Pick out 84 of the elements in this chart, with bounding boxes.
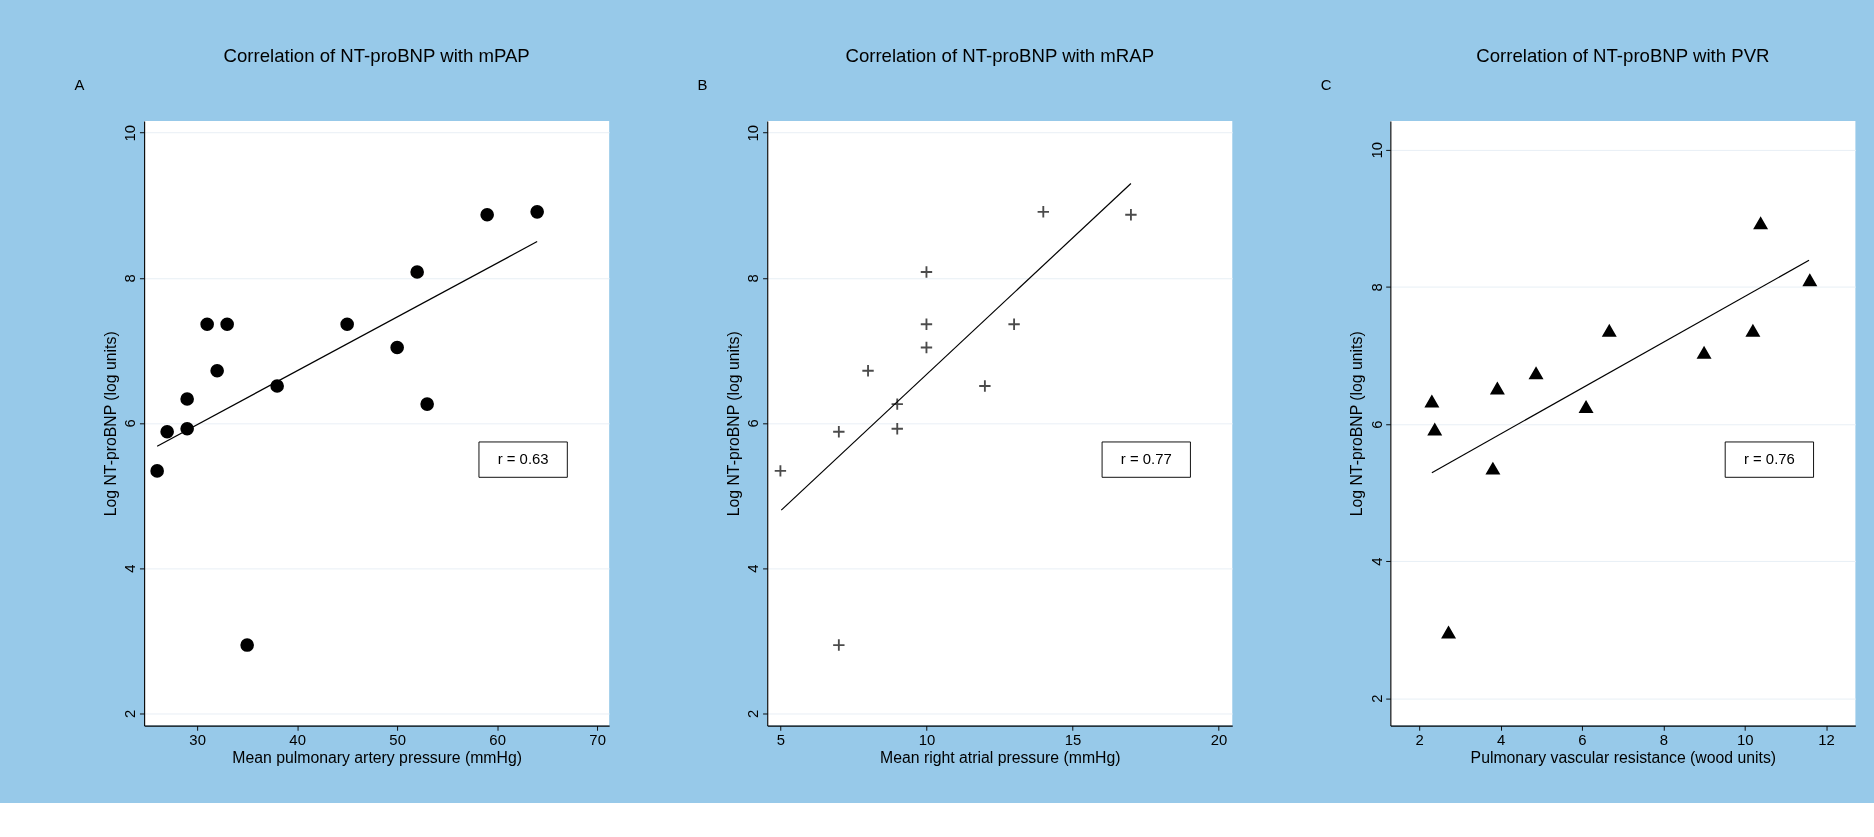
point	[1486, 462, 1500, 475]
text: B	[697, 77, 708, 94]
chart-title: Correlation of NT-proBNP with mRAP	[845, 44, 1155, 66]
x-tick-label: 4	[1496, 731, 1506, 748]
text: C	[1320, 77, 1332, 94]
x-tick-label: 2	[1415, 731, 1424, 748]
y-tick-label: 2	[1368, 694, 1385, 703]
x-axis-title: Mean pulmonary artery pressure (mmHg)	[232, 749, 522, 767]
y-tick-label: 8	[122, 274, 139, 283]
point	[832, 425, 846, 439]
point	[200, 317, 214, 332]
y-axis-title: Log NT-proBNP (log units)	[101, 331, 119, 517]
point	[1441, 626, 1456, 639]
y-tick-label: 2	[745, 709, 762, 718]
x-tick-label: 12	[1818, 731, 1835, 748]
point	[890, 397, 904, 411]
point	[1602, 324, 1617, 337]
x-tick-label: 5	[776, 731, 786, 748]
text: A	[74, 77, 85, 94]
point	[410, 265, 424, 279]
x-tick-label: 20	[1210, 731, 1228, 748]
point	[480, 207, 494, 222]
x-tick-label: 6	[1578, 731, 1587, 748]
x-tick-label: 30	[189, 731, 206, 748]
annotation: r = 0.76	[1743, 451, 1795, 468]
point	[240, 638, 254, 652]
y-axis-title: Log NT-proBNP (log units)	[1348, 331, 1366, 517]
x-tick-label: 10	[1736, 731, 1754, 748]
point	[420, 397, 434, 411]
chart-title: Correlation of NT-proBNP with mPAP	[223, 44, 530, 66]
y-tick-label: 4	[745, 564, 762, 573]
y-tick-label: 6	[122, 419, 139, 428]
point	[1036, 205, 1050, 219]
annotation: r = 0.77	[1120, 451, 1172, 468]
x-tick-label: 70	[589, 731, 606, 748]
y-tick-label: 4	[122, 564, 139, 573]
point	[1753, 217, 1768, 230]
point	[1007, 317, 1021, 331]
point	[1697, 346, 1711, 359]
point	[919, 340, 934, 355]
point	[978, 379, 992, 393]
annotation: r = 0.63	[497, 451, 549, 468]
point	[1124, 208, 1138, 222]
point	[1529, 367, 1543, 380]
point	[890, 422, 904, 436]
point	[530, 205, 544, 219]
point	[919, 317, 934, 331]
y-tick-label: 10	[122, 124, 139, 142]
y-tick-label: 4	[1368, 557, 1385, 566]
point	[1425, 395, 1439, 408]
y-tick-label: 10	[1368, 142, 1385, 159]
x-tick-label: 60	[489, 731, 506, 748]
point	[1803, 274, 1817, 287]
y-axis-title: Log NT-proBNP (log units)	[724, 331, 742, 517]
point	[861, 364, 875, 378]
y-tick-label: 2	[122, 709, 139, 718]
x-tick-label: 10	[918, 731, 936, 748]
y-tick-label: 8	[745, 274, 762, 283]
x-axis-title: Pulmonary vascular resistance (wood units)	[1470, 749, 1777, 767]
point	[180, 392, 194, 406]
point	[919, 265, 934, 279]
x-tick-label: 8	[1659, 731, 1668, 748]
point	[150, 464, 164, 478]
point	[390, 340, 404, 355]
y-tick-label: 8	[1368, 283, 1385, 292]
point	[1579, 400, 1593, 413]
point	[270, 379, 284, 393]
y-tick-label: 10	[745, 124, 762, 142]
x-tick-label: 15	[1064, 731, 1082, 748]
point	[832, 638, 846, 652]
x-tick-label: 40	[289, 731, 306, 748]
y-tick-label: 6	[1368, 420, 1385, 429]
x-axis-title: Mean right atrial pressure (mmHg)	[879, 749, 1121, 767]
y-tick-label: 6	[745, 419, 762, 428]
chart-title: Correlation of NT-proBNP with PVR	[1476, 44, 1770, 66]
point	[220, 317, 234, 332]
point	[340, 317, 354, 332]
point	[210, 363, 224, 378]
point	[160, 424, 174, 439]
point	[1490, 382, 1505, 395]
point	[1427, 423, 1442, 436]
x-tick-label: 50	[389, 731, 406, 748]
point	[773, 464, 788, 478]
point	[1746, 324, 1760, 337]
